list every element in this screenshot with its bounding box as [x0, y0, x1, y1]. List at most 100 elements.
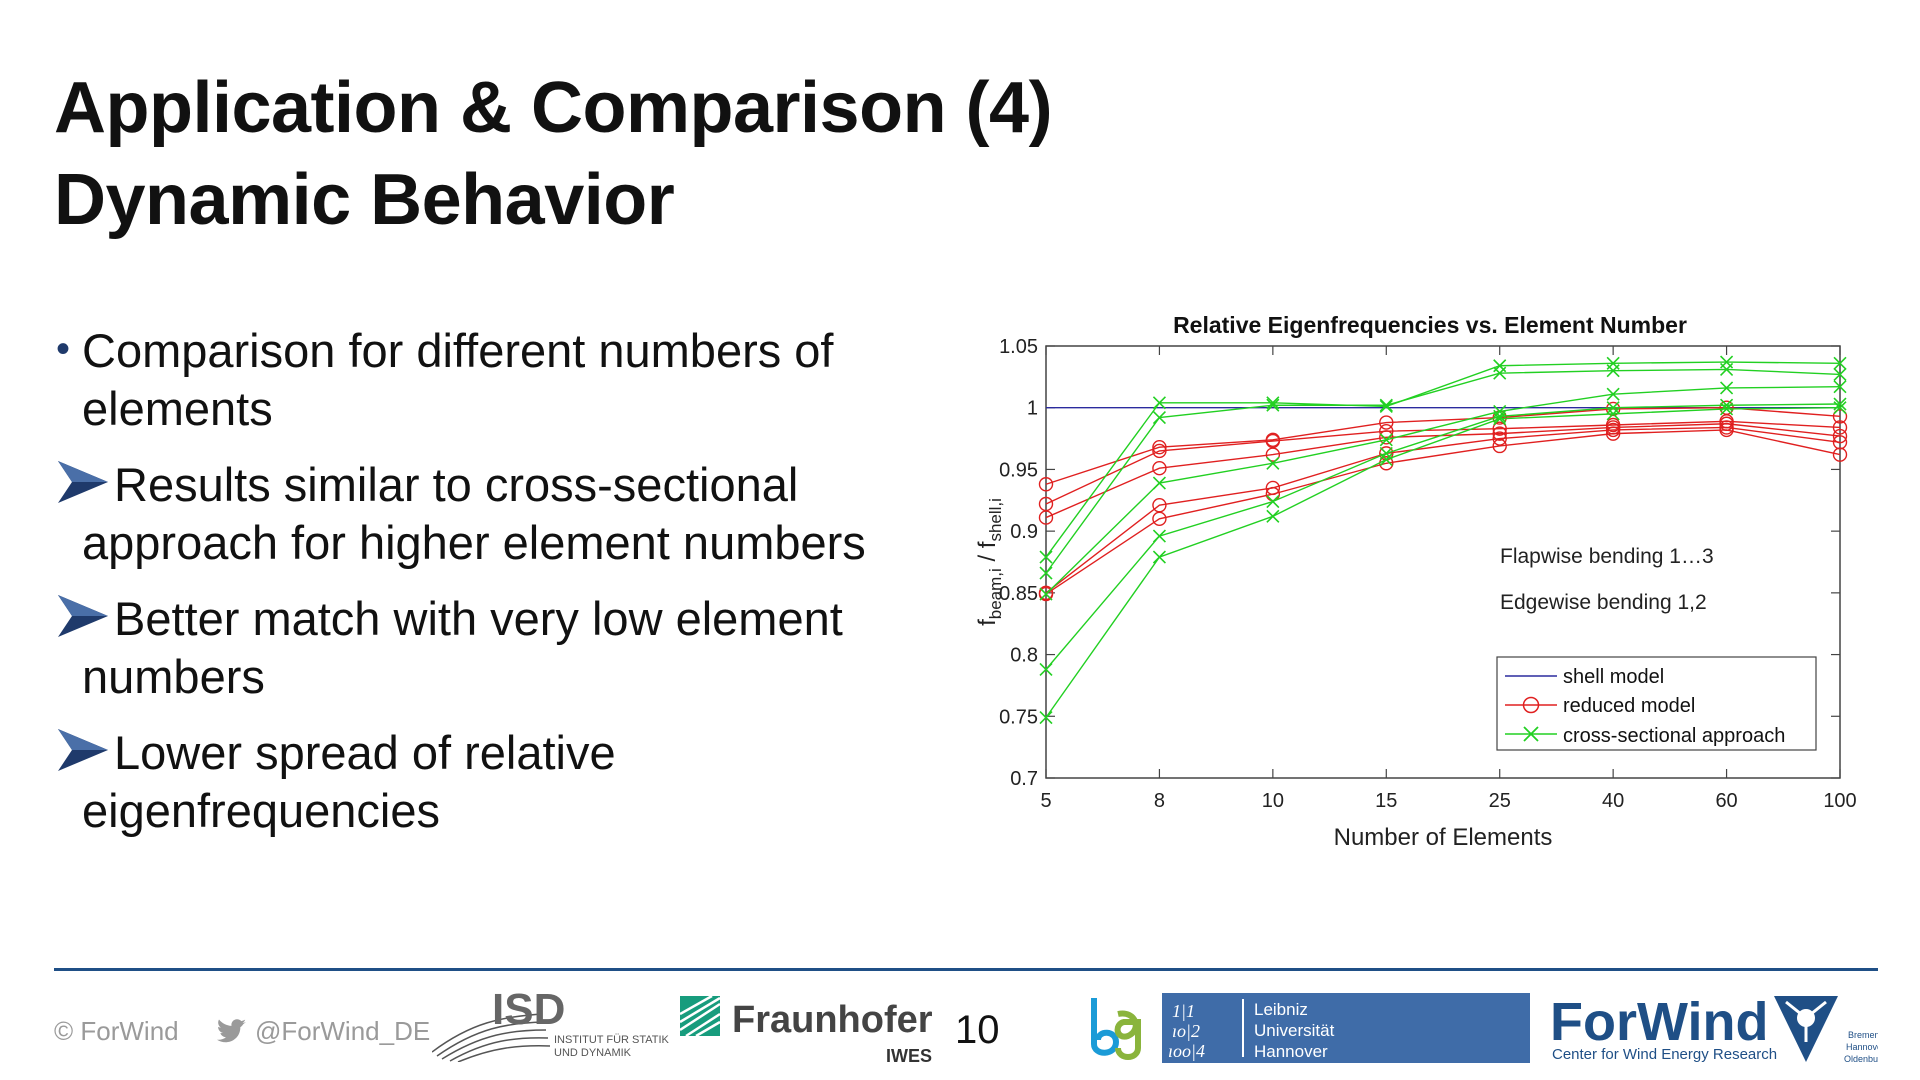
title-line-1: Application & Comparison (4): [54, 68, 1053, 148]
point-cross: [1266, 456, 1280, 470]
x-tick-label: 25: [1489, 790, 1511, 812]
x-axis-label: Number of Elements: [1334, 824, 1553, 851]
bullet-item: • Comparison for different numbers of el…: [54, 322, 904, 438]
point-cross: [1379, 452, 1393, 467]
point-reduced: [1832, 428, 1848, 444]
x-tick-label: 10: [1262, 790, 1284, 812]
point-cross: [1152, 476, 1166, 490]
bullet-item: Lower spread of relative eigenfrequencie…: [54, 724, 904, 840]
series-line-reduced: [1045, 426, 1841, 594]
y-label-sub2: shell,i: [986, 498, 1005, 541]
point-reduced: [1152, 440, 1167, 455]
series-line-cross: [1045, 386, 1841, 595]
chart-legend: shell model reduced model cross-sectiona…: [1496, 656, 1817, 751]
point-cross: [1039, 566, 1053, 580]
point-reduced: [1038, 510, 1054, 525]
point-reduced: [1832, 409, 1848, 424]
bullet-text-cont: approach for higher element numbers: [82, 516, 866, 569]
point-cross: [1720, 402, 1734, 416]
leibniz-line1: Leibniz: [1254, 1000, 1308, 1019]
series-line-cross: [1045, 403, 1841, 670]
series-layer: [1038, 355, 1848, 725]
point-reduced: [1038, 586, 1054, 602]
y-tick-label: 0.9: [1010, 521, 1038, 543]
leibniz-line3: Hannover: [1254, 1042, 1328, 1061]
y-label-sub1: beam,i: [986, 568, 1005, 619]
y-axis-label: fbeam,i / fshell,i: [974, 498, 1005, 626]
page-number: 10: [955, 1008, 1000, 1052]
fraunhofer-logo: Fraunhofer IWES: [680, 994, 933, 1066]
chart-title: Relative Eigenfrequencies vs. Element Nu…: [1173, 312, 1687, 338]
fraunhofer-name: Fraunhofer: [732, 999, 933, 1041]
y-tick-label: 0.95: [999, 459, 1038, 481]
y-tick-label: 0.85: [999, 583, 1038, 605]
slide-title: Application & Comparison (4) Dynamic Beh…: [54, 62, 1053, 246]
point-cross: [1720, 381, 1734, 395]
point-cross: [1152, 396, 1166, 410]
bullet-text-cont: eigenfrequencies: [82, 784, 440, 837]
point-reduced: [1492, 421, 1507, 436]
point-reduced: [1492, 431, 1507, 446]
bullet-text: Results similar to cross-sectional: [114, 458, 799, 511]
x-tick-label: 40: [1602, 790, 1624, 812]
point-cross: [1379, 433, 1393, 447]
bullet-item: Results similar to cross-sectional appro…: [54, 456, 904, 572]
x-tick-label: 8: [1154, 790, 1165, 812]
point-cross: [1039, 550, 1053, 564]
y-tick-label: 1.05: [999, 336, 1038, 358]
point-cross: [1379, 398, 1393, 412]
x-tick-label: 100: [1823, 790, 1856, 812]
point-cross: [1493, 412, 1507, 426]
series-line-cross: [1045, 407, 1841, 718]
point-reduced: [1605, 426, 1621, 441]
point-cross: [1152, 550, 1166, 564]
bg-logo: [1091, 998, 1141, 1060]
point-cross: [1606, 387, 1620, 401]
legend-cross-sectional: cross-sectional approach: [1563, 725, 1785, 747]
point-cross: [1039, 710, 1053, 725]
y-tick-label: 0.75: [999, 706, 1038, 728]
point-reduced: [1379, 430, 1394, 445]
svg-text:ıo|2: ıo|2: [1172, 1021, 1200, 1041]
bullet-text: Better match with very low element: [114, 592, 843, 645]
twitter-handle: @ForWind_DE: [215, 1016, 430, 1047]
x-tick-label: 60: [1715, 790, 1737, 812]
footer-divider: [54, 968, 1878, 971]
point-cross: [1039, 587, 1053, 601]
point-reduced: [1492, 438, 1507, 454]
forwind-city-3: Oldenburg: [1844, 1054, 1878, 1064]
point-reduced: [1038, 477, 1054, 492]
twitter-bird-icon: [217, 1018, 246, 1042]
svg-text:ıoo|4: ıoo|4: [1168, 1041, 1205, 1061]
point-cross: [1720, 362, 1734, 377]
annotation-edgewise: Edgewise bending 1,2: [1500, 591, 1707, 614]
isd-line1: INSTITUT FÜR STATIK: [554, 1034, 670, 1046]
forwind-name: ForWind: [1550, 992, 1768, 1052]
point-reduced: [1152, 460, 1167, 476]
arrow-bullet-icon: [58, 595, 108, 637]
y-tick-label: 1: [1027, 398, 1038, 420]
isd-logo: ISD INSTITUT FÜR STATIK UND DYNAMIK: [432, 992, 670, 1062]
arrow-bullet-icon: [58, 461, 108, 503]
point-reduced: [1265, 447, 1281, 462]
bullet-text-cont: numbers: [82, 650, 265, 703]
leibniz-logo: 1|1 ıo|2 ıoo|4 Leibniz Universität Hannove…: [1162, 993, 1530, 1063]
annotation-flapwise: Flapwise bending 1…3: [1500, 545, 1714, 568]
bullet-text: Comparison for different numbers of: [82, 324, 834, 377]
series-line-cross: [1045, 361, 1841, 558]
series-line-reduced: [1045, 420, 1841, 505]
point-cross: [1833, 367, 1847, 381]
series-line-reduced: [1045, 407, 1841, 485]
point-cross: [1379, 399, 1393, 414]
bullet-dot-icon: •: [56, 327, 71, 371]
title-line-2: Dynamic Behavior: [54, 160, 675, 240]
point-cross: [1266, 398, 1280, 412]
bullet-list: • Comparison for different numbers of el…: [54, 322, 904, 858]
point-cross: [1606, 407, 1620, 421]
y-label-mid: / f: [974, 541, 1001, 568]
point-cross: [1266, 396, 1280, 410]
legend-x-marker: [1523, 726, 1539, 742]
point-reduced: [1152, 511, 1167, 527]
series-line-reduced: [1045, 429, 1841, 595]
